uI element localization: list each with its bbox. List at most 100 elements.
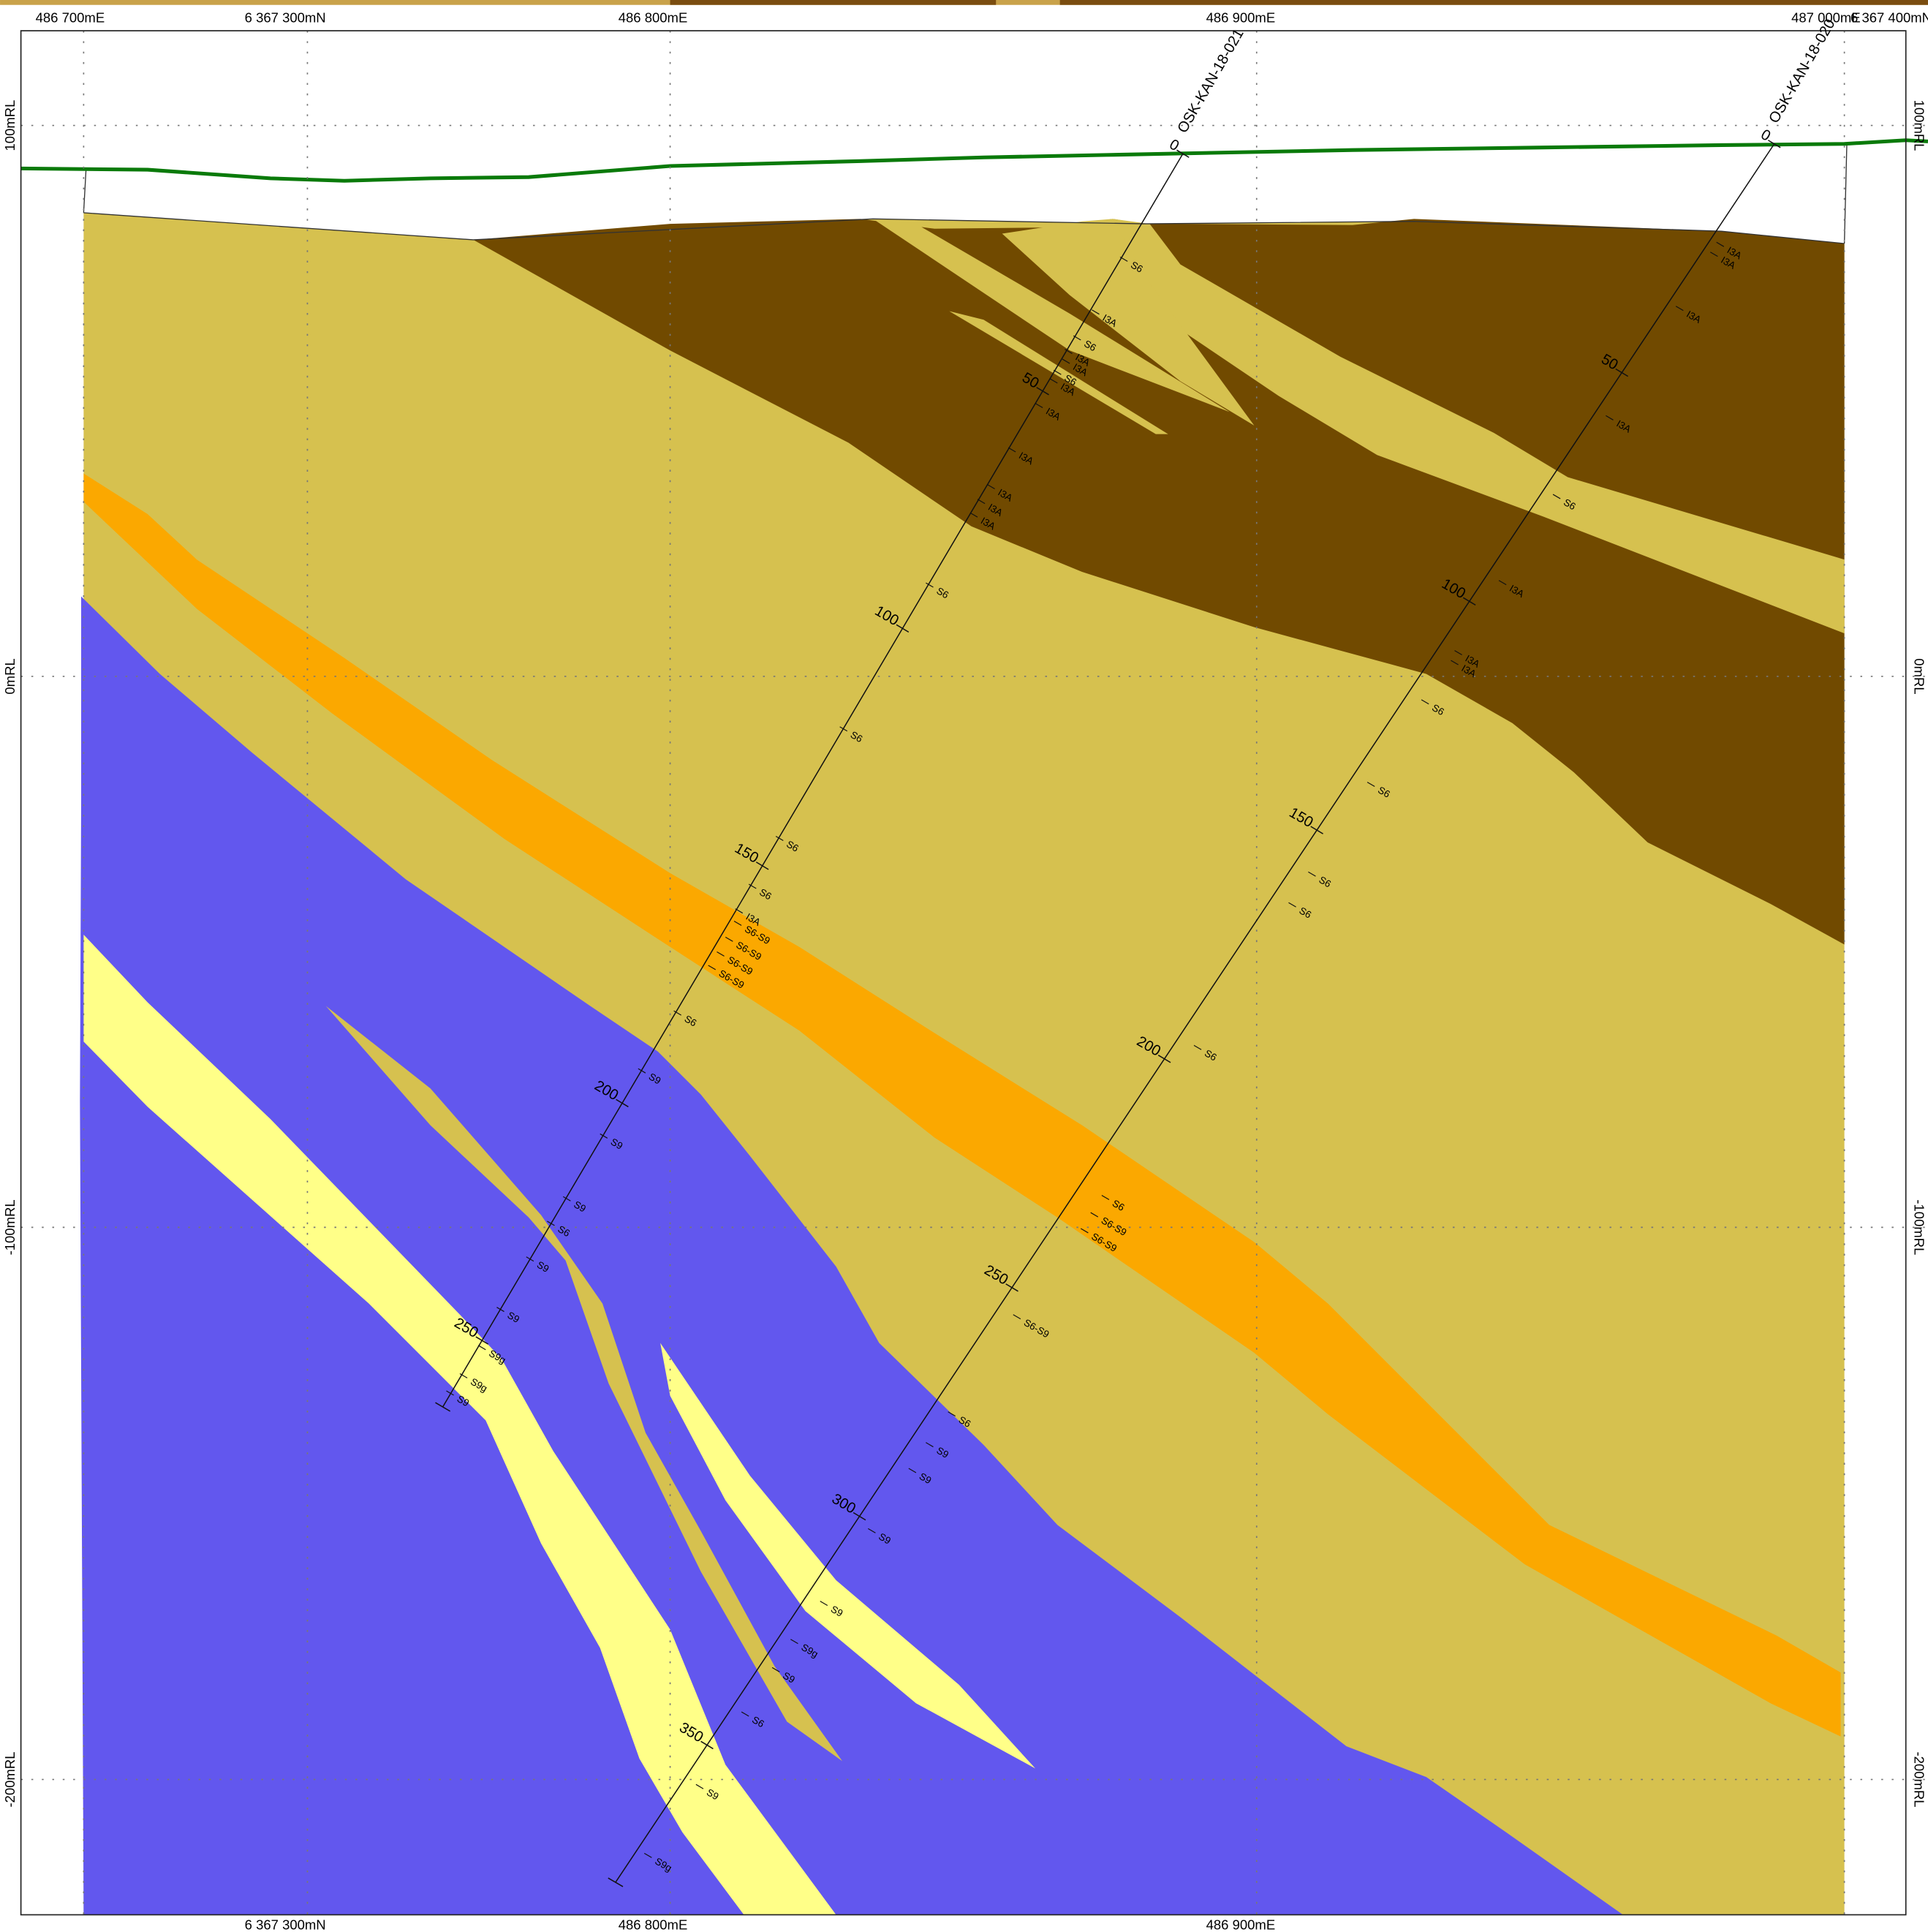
lith-tick bbox=[600, 1133, 608, 1139]
rl-label: 0mRL bbox=[1911, 658, 1927, 694]
lith-tick bbox=[948, 1411, 956, 1417]
rl-label: -100mRL bbox=[1911, 1199, 1927, 1255]
lithology-code: S9 bbox=[647, 1071, 663, 1086]
lith-tick bbox=[735, 908, 744, 914]
lithology-code: S6 bbox=[1430, 702, 1446, 717]
lith-tick bbox=[695, 1784, 704, 1789]
unit-s6 bbox=[1002, 219, 1255, 426]
unit-s9g bbox=[83, 935, 836, 1915]
lith-tick bbox=[908, 1468, 917, 1473]
edge-labels: 486 700mE 6 367 300mN 486 800mE 486 900mE 48… bbox=[2, 10, 1928, 1932]
lith-tick bbox=[1288, 902, 1296, 907]
geology bbox=[80, 143, 1848, 1915]
lithology-code: S9 bbox=[918, 1471, 934, 1486]
lith-tick bbox=[1606, 415, 1614, 420]
lithology-code: S9 bbox=[877, 1531, 893, 1546]
section-edge bbox=[83, 168, 87, 213]
lithology-code: S9 bbox=[535, 1259, 551, 1275]
lith-tick bbox=[1193, 1044, 1202, 1050]
depth-tick bbox=[896, 624, 910, 633]
lith-tick bbox=[839, 726, 848, 732]
lith-tick bbox=[1035, 403, 1043, 409]
unit-i3a bbox=[473, 219, 1845, 945]
lithology-code: S9 bbox=[829, 1604, 845, 1619]
lithology-code: S6 bbox=[757, 886, 774, 902]
lithology-code: S6 bbox=[1129, 260, 1145, 275]
lith-tick bbox=[1498, 580, 1507, 586]
lithology-code: S6 bbox=[1111, 1198, 1127, 1213]
lithology-code: S6 bbox=[957, 1414, 973, 1430]
easting-label: 486 900mE bbox=[1206, 10, 1276, 25]
easting-label: 6 367 400mN bbox=[1850, 10, 1928, 25]
lithology-code: S9 bbox=[934, 1445, 950, 1460]
lithology-code: S6 bbox=[1203, 1048, 1219, 1063]
lith-tick bbox=[1101, 1195, 1110, 1201]
lith-tick bbox=[926, 582, 934, 588]
lith-tick bbox=[926, 1442, 934, 1448]
depth-tick bbox=[700, 1740, 714, 1750]
hole-end bbox=[608, 1877, 624, 1887]
easting-label: 486 900mE bbox=[1206, 1917, 1276, 1932]
lith-tick bbox=[748, 883, 757, 889]
lithology-code: S9 bbox=[505, 1310, 521, 1325]
lith-tick bbox=[1073, 335, 1081, 341]
lithology-code: S6 bbox=[683, 1013, 699, 1028]
depth-tick bbox=[1310, 826, 1323, 834]
lith-tick bbox=[1080, 1228, 1089, 1234]
lithology-code: S9 bbox=[705, 1786, 721, 1802]
unit-s6 bbox=[325, 1005, 843, 1762]
lith-tick bbox=[1119, 256, 1128, 262]
lith-tick bbox=[741, 1711, 749, 1717]
lithology-code: S6 bbox=[849, 729, 865, 744]
lithology-code: S9 bbox=[781, 1669, 797, 1685]
unit-s9 bbox=[80, 596, 1623, 1915]
drill-trace bbox=[615, 143, 1775, 1883]
lith-tick bbox=[771, 1667, 780, 1672]
lith-tick bbox=[1008, 447, 1016, 453]
depth-tick bbox=[1036, 387, 1049, 396]
lith-tick bbox=[1710, 252, 1718, 257]
depth-tick bbox=[475, 1336, 489, 1345]
lith-tick bbox=[717, 951, 725, 957]
lith-tick bbox=[1716, 241, 1725, 247]
depth-tick bbox=[1615, 368, 1629, 377]
lith-tick bbox=[775, 836, 784, 841]
easting-label: 6 367 300mN bbox=[245, 1917, 326, 1932]
lithology-code: S9 bbox=[572, 1199, 588, 1214]
easting-label: 486 800mE bbox=[619, 1917, 688, 1932]
depth-tick bbox=[853, 1512, 866, 1521]
lith-tick bbox=[733, 921, 742, 927]
lith-tick bbox=[526, 1256, 534, 1262]
grid bbox=[20, 31, 1928, 1915]
lith-tick bbox=[868, 1528, 876, 1533]
rl-label: -200mRL bbox=[2, 1751, 18, 1807]
easting-label: 6 367 300mN bbox=[245, 10, 326, 25]
lith-tick bbox=[446, 1390, 454, 1396]
lith-tick bbox=[1366, 782, 1375, 787]
lith-tick bbox=[673, 1010, 681, 1016]
top-strip bbox=[670, 0, 997, 5]
lithology-code: S6 bbox=[1317, 874, 1333, 889]
lithology-code: S9 bbox=[609, 1136, 625, 1152]
section-edge bbox=[83, 212, 1845, 244]
rl-label: 0mRL bbox=[2, 658, 18, 694]
rl-label: -100mRL bbox=[2, 1199, 18, 1255]
rl-label: 100mRL bbox=[1911, 100, 1927, 151]
top-strip bbox=[1059, 0, 1928, 5]
lith-tick bbox=[459, 1373, 468, 1378]
lithology-code: S6 bbox=[1297, 905, 1313, 920]
lithology-code: S6 bbox=[1376, 785, 1392, 800]
lith-tick bbox=[643, 1852, 652, 1858]
section-edge bbox=[1843, 143, 1848, 244]
lithology-code: S6 bbox=[1562, 497, 1578, 512]
lith-tick bbox=[977, 499, 986, 505]
lith-tick bbox=[708, 965, 717, 970]
lithology-code: S6 bbox=[556, 1223, 572, 1239]
lith-tick bbox=[1552, 494, 1561, 499]
lith-tick bbox=[1451, 660, 1459, 665]
depth-tick bbox=[1462, 597, 1476, 606]
easting-label: 487 000mE bbox=[1791, 10, 1861, 25]
lithology-code: S9 bbox=[455, 1393, 471, 1408]
